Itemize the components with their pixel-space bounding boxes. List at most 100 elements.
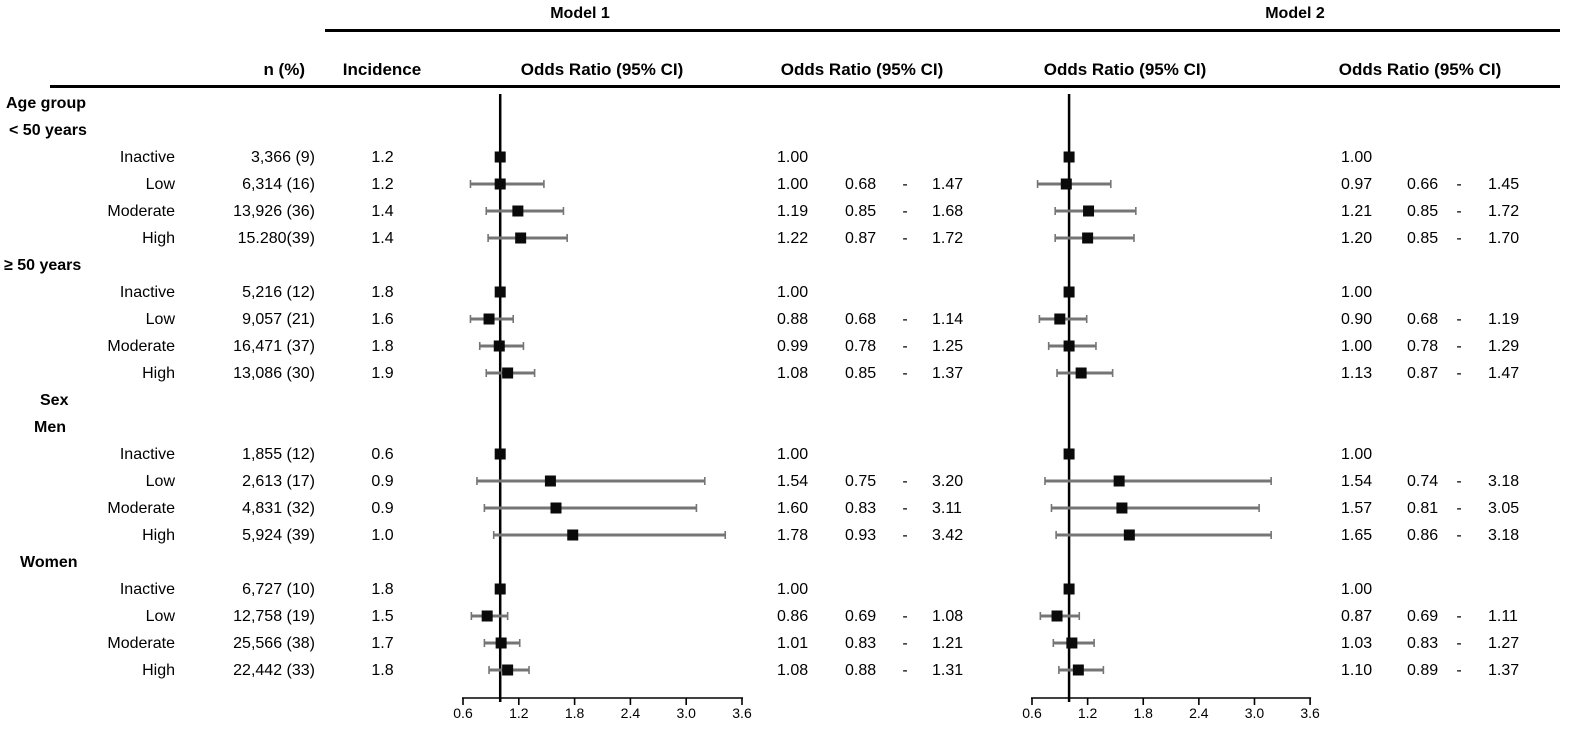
row-label: High: [142, 526, 175, 544]
or-value-m1: 1.00: [777, 175, 809, 193]
group-label: < 50 years: [9, 121, 87, 139]
table-row: Inactive 5,216 (12) 1.8 1.00 1.00: [0, 279, 1575, 306]
forest-plot-model2: 0.6 1.2 1.8 2.4 3.0 3.6: [1022, 94, 1320, 721]
row-label: Low: [145, 310, 175, 328]
ci-dash-m2: -: [1456, 472, 1462, 490]
ci-dash-m2: -: [1456, 661, 1462, 679]
ci-dash-m1: -: [902, 607, 908, 625]
or-value-m2: 1.21: [1341, 202, 1373, 220]
or-marker: [502, 367, 514, 379]
row-label: Moderate: [107, 634, 175, 652]
or-value-m2: 1.54: [1341, 472, 1373, 490]
ci-high-m2: 1.37: [1488, 661, 1520, 679]
axis-tick-label: 3.0: [1245, 705, 1265, 721]
or-marker: [1123, 529, 1135, 541]
or-value-m2: 1.13: [1341, 364, 1373, 382]
row-label: Inactive: [119, 148, 175, 166]
group-label: ≥ 50 years: [4, 256, 82, 274]
or-marker: [483, 313, 495, 325]
or-marker: [1113, 475, 1125, 487]
incidence-value: 0.6: [371, 445, 394, 463]
col-header-or-plot-m2: Odds Ratio (95% CI): [1043, 60, 1207, 79]
ci-low-m1: 0.75: [845, 472, 877, 490]
or-value-m1: 1.00: [777, 283, 809, 301]
ci-low-m2: 0.68: [1407, 310, 1439, 328]
n-value: 3,366 (9): [250, 148, 315, 166]
or-value-m1: 0.99: [777, 337, 809, 355]
group-label: Age group: [6, 94, 86, 112]
ci-high-m1: 1.08: [932, 607, 964, 625]
row-label: Moderate: [107, 337, 175, 355]
group-row: < 50 years: [0, 117, 1575, 144]
row-label: Moderate: [107, 202, 175, 220]
row-label: High: [142, 229, 175, 247]
or-marker: [494, 583, 506, 595]
ci-low-m2: 0.87: [1407, 364, 1439, 382]
or-marker: [1051, 610, 1063, 622]
ci-low-m1: 0.83: [845, 634, 877, 652]
row-label: Moderate: [107, 499, 175, 517]
ci-high-m1: 1.31: [932, 661, 964, 679]
row-label: Low: [145, 175, 175, 193]
or-value-m1: 1.00: [777, 148, 809, 166]
incidence-value: 0.9: [371, 499, 394, 517]
ci-low-m2: 0.78: [1407, 337, 1439, 355]
ci-low-m2: 0.86: [1407, 526, 1439, 544]
ci-low-m1: 0.78: [845, 337, 877, 355]
ci-dash-m1: -: [902, 310, 908, 328]
ci-dash-m1: -: [902, 661, 908, 679]
or-marker: [1054, 313, 1066, 325]
n-value: 9,057 (21): [242, 310, 315, 328]
incidence-value: 1.5: [371, 607, 394, 625]
ci-high-m1: 1.14: [932, 310, 964, 328]
spanner-rule: [325, 29, 1560, 32]
ci-high-m2: 1.47: [1488, 364, 1520, 382]
table-row: Inactive 6,727 (10) 1.8 1.00 1.00: [0, 576, 1575, 603]
n-value: 6,727 (10): [242, 580, 315, 598]
ci-low-m2: 0.89: [1407, 661, 1439, 679]
ci-dash-m2: -: [1456, 499, 1462, 517]
n-value: 22,442 (33): [233, 661, 315, 679]
incidence-value: 1.9: [371, 364, 394, 382]
ci-high-m2: 1.29: [1488, 337, 1520, 355]
table-row: High 5,924 (39) 1.0 1.78 0.93-3.42 1.65 0.86-3…: [0, 522, 1575, 549]
n-value: 13,086 (30): [233, 364, 315, 382]
ci-dash-m2: -: [1456, 364, 1462, 382]
or-marker: [493, 340, 505, 352]
ci-dash-m1: -: [902, 337, 908, 355]
or-marker: [1063, 340, 1075, 352]
or-marker: [502, 664, 514, 676]
ci-low-m1: 0.68: [845, 175, 877, 193]
ci-low-m1: 0.87: [845, 229, 877, 247]
ci-dash-m1: -: [902, 526, 908, 544]
table-row: Low 9,057 (21) 1.6 0.88 0.68-1.14 0.90 0.68-1.…: [0, 306, 1575, 333]
ci-dash-m1: -: [902, 472, 908, 490]
ci-dash-m1: -: [902, 499, 908, 517]
or-marker: [1060, 178, 1072, 190]
n-value: 6,314 (16): [242, 175, 315, 193]
or-marker: [567, 529, 579, 541]
col-header-or-text-m1: Odds Ratio (95% CI): [780, 60, 944, 79]
ci-low-m1: 0.68: [845, 310, 877, 328]
or-marker: [1116, 502, 1128, 514]
incidence-value: 1.8: [371, 580, 394, 598]
or-marker: [494, 178, 506, 190]
group-label: Sex: [40, 391, 69, 409]
incidence-value: 1.8: [371, 337, 394, 355]
or-marker: [1063, 286, 1075, 298]
n-value: 15.280(39): [237, 229, 315, 247]
ci-dash-m2: -: [1456, 607, 1462, 625]
or-marker: [512, 205, 524, 217]
n-value: 5,924 (39): [242, 526, 315, 544]
or-marker: [481, 610, 493, 622]
ci-high-m1: 3.42: [932, 526, 964, 544]
ci-dash-m2: -: [1456, 202, 1462, 220]
forest-plot-model1: 0.6 1.2 1.8 2.4 3.0 3.6: [453, 94, 752, 721]
ci-low-m2: 0.66: [1407, 175, 1439, 193]
or-value-m2: 1.65: [1341, 526, 1373, 544]
or-marker: [544, 475, 556, 487]
or-marker: [1063, 448, 1075, 460]
group-row: Sex: [0, 387, 1575, 414]
group-label: Women: [20, 553, 78, 571]
